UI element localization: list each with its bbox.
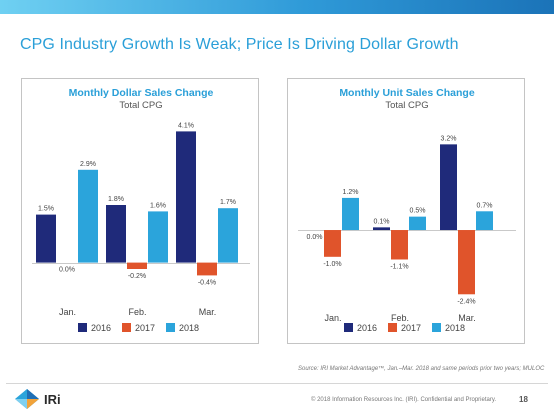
data-label-2016-feb: 1.8% xyxy=(108,196,124,203)
chart-subtitle: Total CPG xyxy=(119,100,162,111)
bar-2017-mar xyxy=(458,230,475,295)
category-label-feb: Feb. xyxy=(391,313,409,323)
data-label-2018-jan: 1.2% xyxy=(343,189,359,196)
bar-2016-jan xyxy=(36,214,56,263)
data-label-2017-mar: -2.4% xyxy=(457,298,475,305)
unit-sales-panel: Monthly Unit Sales Change Total CPG 0.0% -1… xyxy=(287,78,525,344)
bar-2018-feb xyxy=(148,211,168,263)
bar-2017-feb xyxy=(391,230,408,260)
legend-label-2016: 2016 xyxy=(357,323,377,333)
data-label-2017-mar: -0.4% xyxy=(198,279,216,286)
bar-2018-jan xyxy=(342,197,359,231)
category-label-mar: Mar. xyxy=(458,313,476,323)
legend-label-2017: 2017 xyxy=(401,323,421,333)
bar-2018-mar xyxy=(476,211,493,231)
bar-2018-jan xyxy=(78,169,98,263)
category-label-mar: Mar. xyxy=(199,307,217,317)
bar-2016-mar xyxy=(440,144,457,231)
data-label-2016-mar: 4.1% xyxy=(178,122,194,129)
data-label-2018-feb: 0.5% xyxy=(410,208,426,215)
chart-title: Monthly Dollar Sales Change xyxy=(69,87,214,99)
data-label-2018-feb: 1.6% xyxy=(150,202,166,209)
data-label-2016-jan: 1.5% xyxy=(38,206,54,213)
category-label-jan: Jan. xyxy=(324,313,341,323)
bar-2018-mar xyxy=(218,208,238,263)
data-label-2016-feb: 0.1% xyxy=(374,218,390,225)
legend-label-2018: 2018 xyxy=(445,323,465,333)
source-note: Source: IRI Market Advantage™, Jan.–Mar.… xyxy=(298,366,545,372)
data-label-2017-feb: -1.1% xyxy=(390,263,408,270)
data-label-2018-mar: 0.7% xyxy=(477,202,493,209)
footer-divider xyxy=(6,383,548,384)
page-number: 18 xyxy=(519,395,528,404)
legend-swatch-2017 xyxy=(122,323,131,332)
iri-logo-icon xyxy=(15,389,39,409)
data-label-2017-jan: -1.0% xyxy=(323,261,341,268)
slide-title: CPG Industry Growth Is Weak; Price Is Dr… xyxy=(20,36,459,53)
copyright-text: © 2018 Information Resources Inc. (IRI).… xyxy=(311,397,497,403)
data-label-2016-mar: 3.2% xyxy=(441,135,457,142)
data-label-2018-jan: 2.9% xyxy=(80,161,96,168)
data-label-2017-feb: -0.2% xyxy=(128,273,146,280)
category-label-feb: Feb. xyxy=(128,307,146,317)
chart-title: Monthly Unit Sales Change xyxy=(339,87,475,99)
legend-swatch-2016 xyxy=(344,323,353,332)
data-label-2018-mar: 1.7% xyxy=(220,199,236,206)
legend-swatch-2018 xyxy=(166,323,175,332)
dollar-sales-panel: Monthly Dollar Sales Change Total CPG 1.5%… xyxy=(21,78,259,344)
category-label-jan: Jan. xyxy=(59,307,76,317)
top-color-band xyxy=(0,0,554,14)
chart-subtitle: Total CPG xyxy=(385,100,428,111)
data-label-2017-jan: 0.0% xyxy=(59,267,75,274)
legend-swatch-2018 xyxy=(432,323,441,332)
legend-label-2017: 2017 xyxy=(135,323,155,333)
bar-2017-mar xyxy=(197,262,217,276)
data-label-2016-jan: 0.0% xyxy=(307,234,323,241)
logo-wordmark: IRi xyxy=(44,392,61,407)
legend-label-2016: 2016 xyxy=(91,323,111,333)
bar-2016-feb xyxy=(373,227,390,231)
bar-2018-feb xyxy=(409,216,426,231)
bar-2016-feb xyxy=(106,205,126,263)
bar-2017-feb xyxy=(127,262,147,269)
legend-label-2018: 2018 xyxy=(179,323,199,333)
bar-2016-mar xyxy=(176,131,196,263)
bar-2017-jan xyxy=(324,230,341,257)
legend-swatch-2016 xyxy=(78,323,87,332)
legend-swatch-2017 xyxy=(388,323,397,332)
